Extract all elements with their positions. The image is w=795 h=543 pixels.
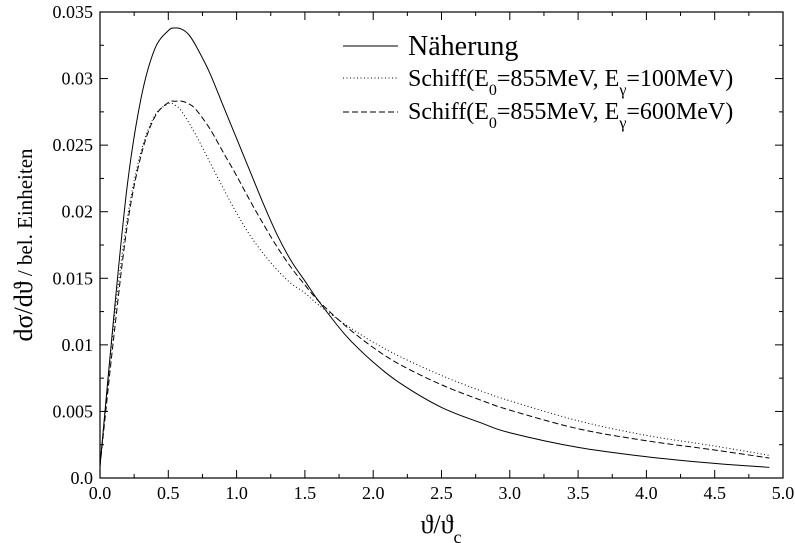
legend: Näherung Schiff(E0=855MeV, Eγ=100MeV) Sc…: [343, 31, 733, 132]
x-tick-label: 2.5: [430, 483, 453, 503]
x-tick-label: 1.0: [225, 483, 248, 503]
series-line-2: [99, 102, 770, 467]
series-line-1: [99, 27, 770, 468]
x-tick-label: 3.0: [499, 483, 522, 503]
x-tick-label: 2.0: [362, 483, 385, 503]
y-tick-label: 0.0: [71, 468, 94, 488]
x-tick-label: 0.5: [157, 483, 180, 503]
y-axis-label: dσ/dϑ / bel. Einheiten: [9, 148, 38, 342]
plot-area: 0.0 0.5 1.0 1.5 2.0 2.5 3.0 3.5 4.0 4.5 5.0 0.0 0.00…: [53, 2, 795, 503]
x-tick-label: 4.5: [703, 483, 726, 503]
y-tick-label: 0.02: [62, 202, 94, 222]
y-tick-label: 0.035: [53, 2, 94, 22]
y-tick-label: 0.005: [53, 401, 94, 421]
x-tick-label: 4.0: [635, 483, 658, 503]
y-tick-label: 0.03: [62, 69, 94, 89]
y-tick-label: 0.015: [53, 268, 94, 288]
x-axis-label: ϑ/ϑc: [421, 510, 462, 543]
series-line-3: [99, 100, 770, 467]
axis-ticks: [99, 11, 784, 479]
legend-entry-1: Näherung: [408, 31, 518, 62]
legend-entry-3: Schiff(E0=855MeV, Eγ=600MeV): [408, 99, 733, 132]
x-tick-label: 0.0: [89, 483, 112, 503]
tick-labels: 0.0 0.5 1.0 1.5 2.0 2.5 3.0 3.5 4.0 4.5 5.0 0.0 0.00…: [53, 2, 795, 503]
x-tick-label: 3.5: [567, 483, 590, 503]
x-tick-label: 5.0: [772, 483, 795, 503]
x-tick-label: 1.5: [294, 483, 317, 503]
y-tick-label: 0.01: [62, 335, 94, 355]
y-tick-label: 0.025: [53, 135, 94, 155]
legend-entry-2: Schiff(E0=855MeV, Eγ=100MeV): [408, 66, 733, 99]
series-lines: [99, 27, 770, 468]
